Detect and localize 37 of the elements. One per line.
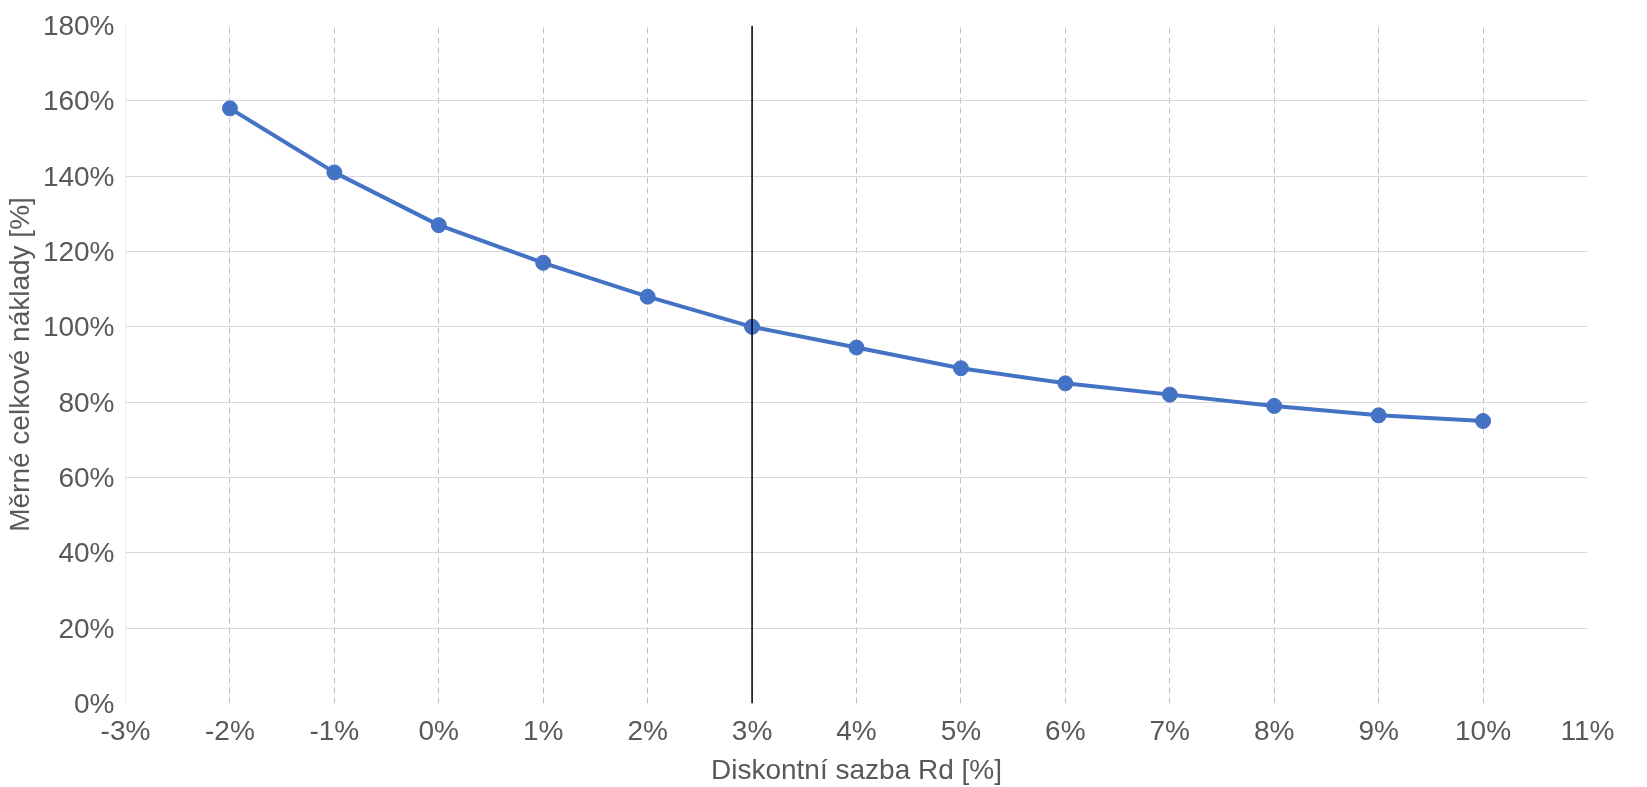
y-tick-label: 100% <box>42 311 115 343</box>
x-tick-label: 5% <box>940 714 982 746</box>
point <box>1057 375 1074 392</box>
point <box>1266 397 1283 414</box>
x-tick-label: 1% <box>522 714 564 746</box>
y-tick-label: 80% <box>58 386 115 418</box>
x-tick-label: 11% <box>1560 714 1615 746</box>
point <box>326 164 343 181</box>
point <box>639 288 656 305</box>
x-tick-label: 4% <box>836 714 877 746</box>
x-tick-label: 6% <box>1045 714 1086 746</box>
y-tick-label: 140% <box>42 160 115 192</box>
point <box>848 339 865 356</box>
point <box>430 217 447 234</box>
x-axis-title: Diskontní sazba Rd [%] <box>710 753 1003 785</box>
x-tick-label: 7% <box>1149 714 1191 746</box>
x-tick-label: 9% <box>1358 714 1399 746</box>
x-tick-label: 8% <box>1253 714 1295 746</box>
x-tick-label: 10% <box>1455 714 1512 746</box>
y-tick-label: 40% <box>58 537 115 569</box>
y-tick-label: 20% <box>58 612 115 644</box>
y-tick-label: 160% <box>42 85 115 117</box>
x-tick-label: -2% <box>205 714 255 746</box>
y-axis-title: Měrné celkové náklady [%] <box>3 197 35 532</box>
point <box>1161 386 1178 403</box>
point <box>1370 407 1387 424</box>
point <box>535 254 552 271</box>
x-tick-label: 2% <box>627 714 668 746</box>
point <box>952 360 969 377</box>
point <box>221 100 238 117</box>
y-tick-label: 120% <box>42 236 115 267</box>
y-tick-label: 180% <box>42 10 115 41</box>
x-tick-label: -1% <box>309 714 360 746</box>
x-tick-label: 3% <box>731 714 773 746</box>
x-tick-label: 0% <box>418 714 460 746</box>
y-tick-label: 60% <box>58 462 115 493</box>
point <box>1475 413 1492 429</box>
